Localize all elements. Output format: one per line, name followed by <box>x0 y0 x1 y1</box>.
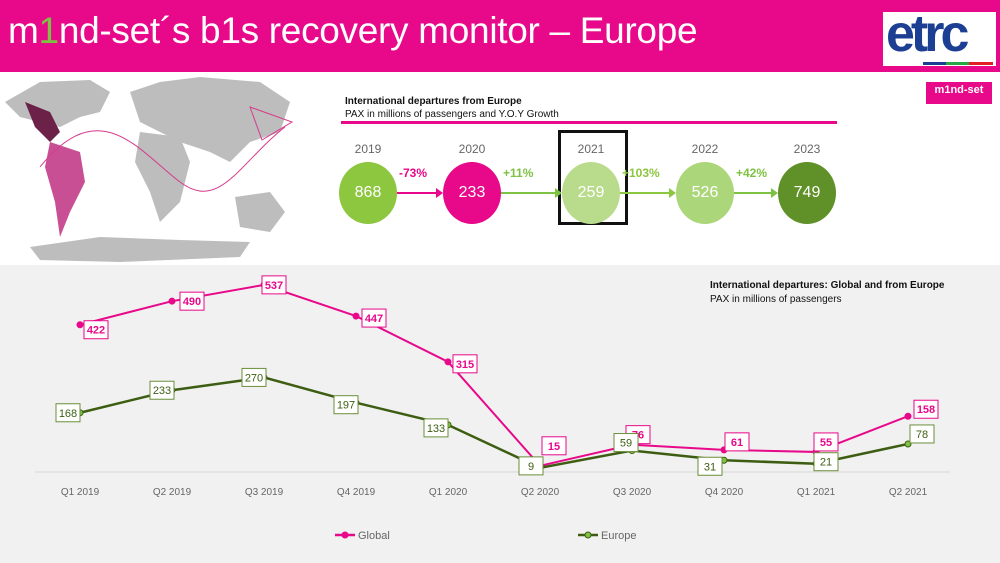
x-tick-label: Q1 2021 <box>797 487 836 498</box>
data-label-box <box>261 275 287 295</box>
data-label-box <box>909 424 935 444</box>
x-tick-label: Q3 2020 <box>613 487 652 498</box>
page-title: m1nd-set´s b1s recovery monitor – Europe <box>8 10 698 51</box>
growth-label: +11% <box>503 166 534 180</box>
year-label: 2020 <box>458 142 486 156</box>
data-label: 59 <box>620 438 632 450</box>
data-label-box <box>423 418 449 438</box>
series-europe: 168 233 270 197 133 9 59 31 21 78 Europe <box>55 367 935 542</box>
data-label: 490 <box>183 296 201 308</box>
x-tick-label: Q2 2021 <box>889 487 928 498</box>
year-label: 2021 <box>577 142 605 156</box>
arrow-icon <box>501 188 562 198</box>
data-label-box <box>55 403 81 423</box>
value-bubble: 749 <box>778 162 836 224</box>
x-tick-label: Q2 2019 <box>153 487 192 498</box>
data-label-box <box>333 395 359 415</box>
arrow-icon <box>620 188 676 198</box>
arrow-icon <box>397 188 443 198</box>
data-label: 61 <box>731 437 743 449</box>
arrow-icon <box>734 188 778 198</box>
growth-label: -73% <box>399 166 428 180</box>
value-bubble: 526 <box>676 162 734 224</box>
data-label: 168 <box>59 408 77 420</box>
data-label: 422 <box>87 325 105 337</box>
data-label: 447 <box>365 313 383 325</box>
data-label: 158 <box>917 404 935 416</box>
legend-label: Europe <box>601 530 636 542</box>
x-tick-label: Q1 2020 <box>429 487 468 498</box>
data-label-box <box>813 432 839 452</box>
top-section-heading: International departures from Europe PAX … <box>345 96 559 120</box>
data-label-box <box>361 308 387 328</box>
data-point <box>904 412 912 420</box>
data-label: 55 <box>820 437 832 449</box>
data-label-box <box>149 380 175 400</box>
value-bubble: 259 <box>562 162 620 224</box>
x-tick-label: Q4 2019 <box>337 487 376 498</box>
chart-heading: International departures: Global and fro… <box>710 280 945 305</box>
data-point <box>444 358 452 366</box>
data-label-box <box>913 399 939 419</box>
data-point <box>76 321 84 329</box>
legend-marker <box>584 531 592 539</box>
data-label: 233 <box>153 385 171 397</box>
divider <box>341 121 837 124</box>
data-label: 197 <box>337 400 355 412</box>
header-banner: m1nd-set´s b1s recovery monitor – Europe… <box>0 0 1000 72</box>
data-label: 133 <box>427 423 445 435</box>
data-label-box <box>452 354 478 374</box>
data-label: 9 <box>528 461 534 473</box>
data-point <box>168 297 176 305</box>
x-tick-label: Q3 2019 <box>245 487 284 498</box>
series-line <box>79 376 909 470</box>
data-label-box <box>724 432 750 452</box>
data-label-box <box>813 452 839 472</box>
series-global: 42249053744731515766155158Global <box>76 275 939 542</box>
mindset-logo: m1nd-set <box>926 82 992 104</box>
world-map <box>5 77 294 262</box>
data-point <box>352 312 360 320</box>
year-label: 2019 <box>354 142 382 156</box>
legend-marker <box>341 531 349 539</box>
series-line <box>79 283 909 467</box>
data-label: 31 <box>704 461 716 473</box>
data-label-box <box>613 433 639 453</box>
year-label: 2023 <box>793 142 821 156</box>
data-label: 270 <box>245 372 263 384</box>
value-bubble: 233 <box>443 162 501 224</box>
data-label-box <box>179 291 205 311</box>
growth-label: +103% <box>622 166 660 180</box>
data-label: 315 <box>456 359 474 371</box>
x-tick-label: Q1 2019 <box>61 487 100 498</box>
data-label: 21 <box>820 457 832 469</box>
data-label-box <box>518 456 544 476</box>
data-label-box <box>541 436 567 456</box>
year-label: 2022 <box>691 142 719 156</box>
data-label-box <box>83 320 109 340</box>
value-bubble: 868 <box>339 162 397 224</box>
growth-label: +42% <box>736 166 768 180</box>
x-tick-label: Q4 2020 <box>705 487 744 498</box>
legend-label: Global <box>358 530 390 542</box>
data-label: 15 <box>548 441 560 453</box>
data-label: 78 <box>916 429 928 441</box>
data-label-box <box>697 456 723 476</box>
data-label-box <box>241 367 267 387</box>
data-label: 537 <box>265 280 283 292</box>
x-tick-label: Q2 2020 <box>521 487 560 498</box>
chart-panel <box>0 265 1000 563</box>
etrc-logo: etrc <box>883 12 996 66</box>
